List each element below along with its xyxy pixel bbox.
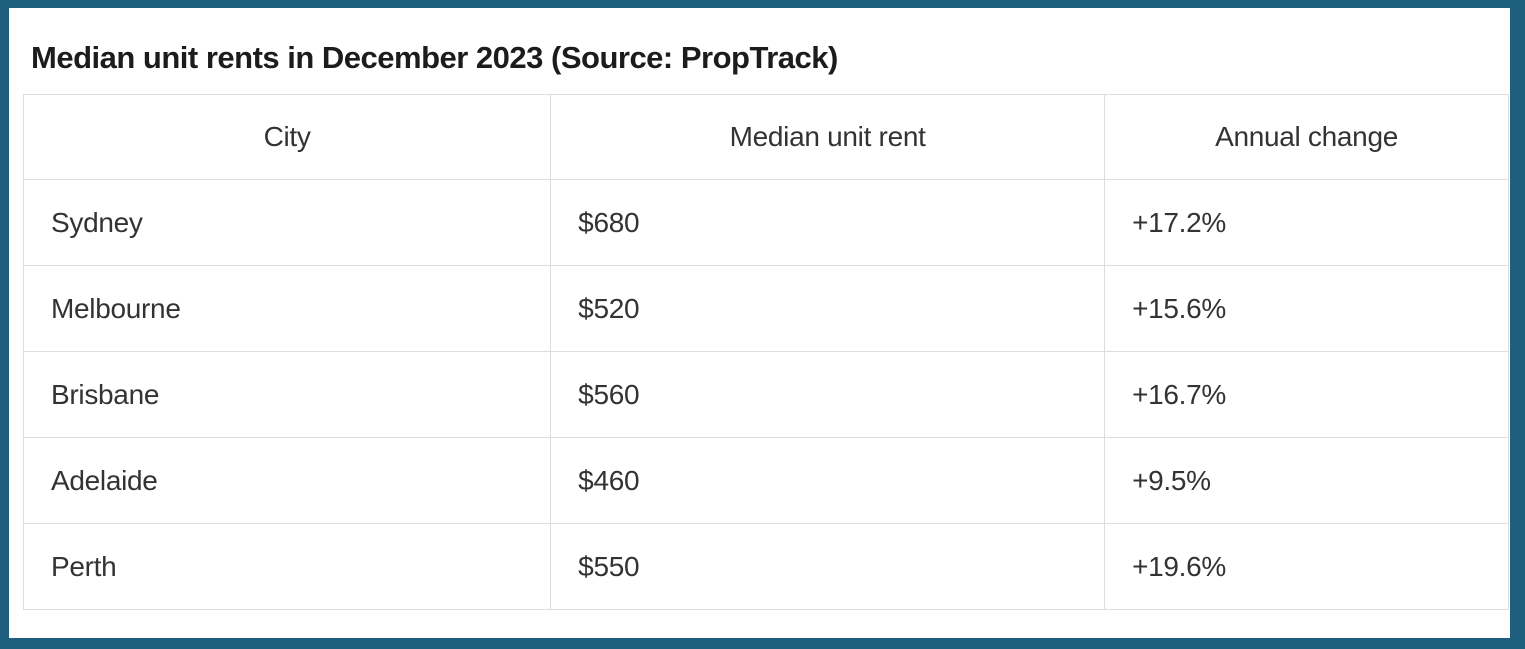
table-row: Perth $550 +19.6% (22, 523, 1509, 610)
cell-change: +15.6% (1104, 265, 1509, 352)
cell-change: +19.6% (1104, 523, 1509, 610)
cell-city: Sydney (22, 179, 552, 266)
table-row: Adelaide $460 +9.5% (22, 437, 1509, 524)
table-row: Sydney $680 +17.2% (22, 179, 1509, 266)
cell-rent: $520 (550, 265, 1106, 352)
page-title: Median unit rents in December 2023 (Sour… (31, 40, 838, 75)
column-header-annual-change: Annual change (1104, 94, 1509, 180)
table-row: Melbourne $520 +15.6% (22, 265, 1509, 352)
cell-change: +17.2% (1104, 179, 1509, 266)
cell-change: +16.7% (1104, 351, 1509, 438)
table-header-row: City Median unit rent Annual change (22, 94, 1509, 180)
cell-rent: $550 (550, 523, 1106, 610)
cell-city: Melbourne (22, 265, 552, 352)
figure-content: Median unit rents in December 2023 (Sour… (9, 8, 1510, 638)
cell-rent: $560 (550, 351, 1106, 438)
cell-city: Perth (22, 523, 552, 610)
column-header-city: City (22, 94, 552, 180)
cell-change: +9.5% (1104, 437, 1509, 524)
cell-city: Brisbane (22, 351, 552, 438)
table-row: Brisbane $560 +16.7% (22, 351, 1509, 438)
cell-city: Adelaide (22, 437, 552, 524)
median-rents-table: City Median unit rent Annual change Sydn… (22, 94, 1509, 610)
column-header-median-unit-rent: Median unit rent (550, 94, 1106, 180)
cell-rent: $460 (550, 437, 1106, 524)
cell-rent: $680 (550, 179, 1106, 266)
